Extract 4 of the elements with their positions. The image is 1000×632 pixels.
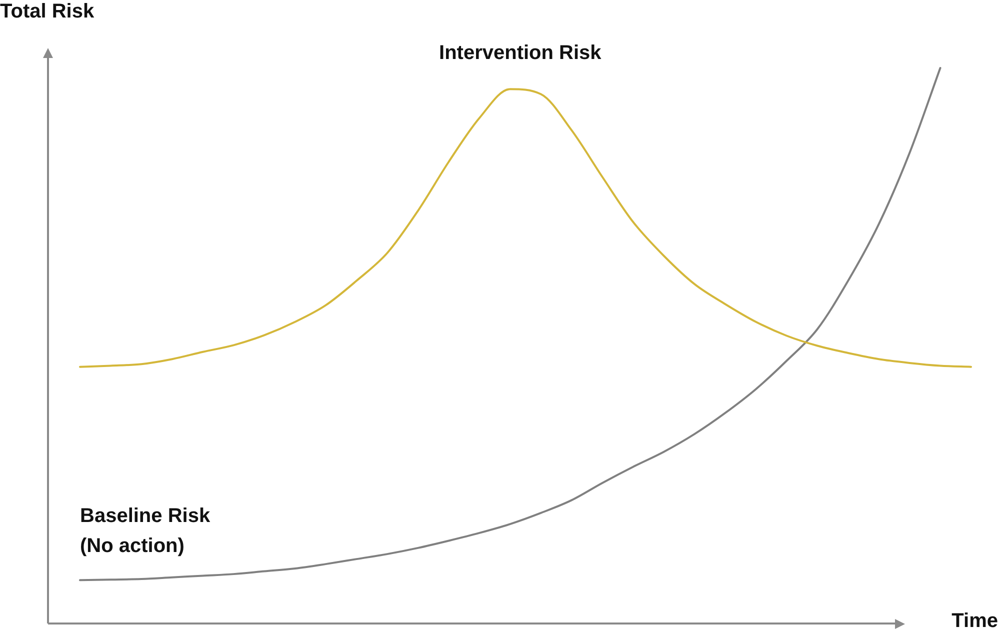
series-label: Intervention Risk xyxy=(439,42,602,64)
series-label: Baseline Risk (No action) xyxy=(80,505,211,558)
x-axis-title: Time xyxy=(952,610,998,632)
y-axis-title: Total Risk xyxy=(0,0,95,23)
